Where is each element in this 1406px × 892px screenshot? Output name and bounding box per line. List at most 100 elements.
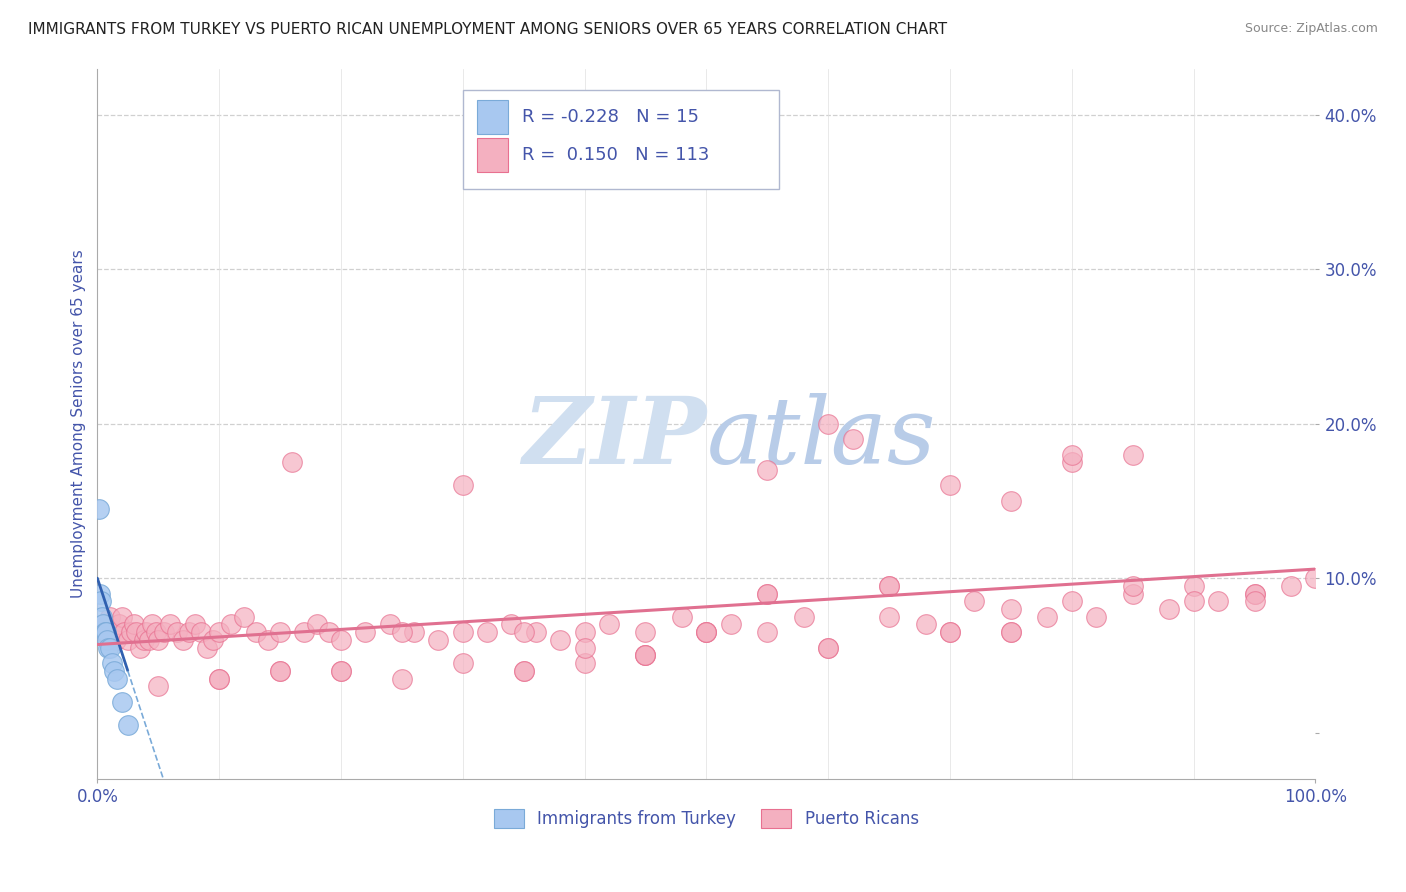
Point (330, 664, 353, 678)
Point (208, 672, 231, 686)
Point (87, 501, 110, 516)
Point (184, 617, 207, 632)
Point (141, 617, 163, 632)
Point (111, 609, 134, 624)
Point (391, 672, 413, 686)
Point (104, 632, 127, 647)
Point (1159, 602, 1181, 616)
Point (294, 625, 316, 640)
Point (120, 625, 142, 640)
Point (512, 664, 534, 678)
Point (145, 625, 167, 640)
Point (634, 648, 657, 663)
Point (793, 609, 815, 624)
Point (101, 656, 124, 670)
Point (1122, 448, 1144, 462)
Point (598, 617, 620, 632)
Point (97, 640, 120, 655)
Point (232, 609, 254, 624)
Point (634, 648, 657, 663)
Point (1060, 448, 1083, 462)
Point (221, 617, 243, 632)
Point (877, 579, 900, 593)
Point (98, 609, 121, 624)
Point (634, 625, 657, 640)
Point (93, 617, 115, 632)
Point (720, 617, 742, 632)
Point (939, 478, 962, 492)
Point (111, 695, 134, 709)
Point (125, 625, 148, 640)
Point (501, 617, 523, 632)
Point (269, 625, 291, 640)
Point (172, 632, 194, 647)
Point (756, 586, 779, 600)
Text: Source: ZipAtlas.com: Source: ZipAtlas.com (1244, 22, 1378, 36)
Point (695, 625, 717, 640)
Point (817, 640, 839, 655)
Point (877, 609, 900, 624)
Text: atlas: atlas (706, 393, 936, 483)
Point (117, 632, 139, 647)
Point (105, 672, 128, 686)
Text: ZIP: ZIP (522, 393, 706, 483)
Point (877, 579, 900, 593)
Point (1122, 586, 1144, 600)
Point (91, 609, 114, 624)
Legend: Immigrants from Turkey, Puerto Ricans: Immigrants from Turkey, Puerto Ricans (488, 802, 925, 835)
Point (305, 617, 328, 632)
FancyBboxPatch shape (478, 100, 508, 134)
Point (96, 617, 118, 632)
Point (817, 640, 839, 655)
Point (574, 625, 596, 640)
Point (1085, 609, 1108, 624)
Point (1206, 594, 1229, 608)
Point (94, 625, 117, 640)
Point (1060, 594, 1083, 608)
Point (101, 625, 124, 640)
Point (122, 617, 145, 632)
Point (695, 625, 717, 640)
Point (512, 664, 534, 678)
Point (1060, 455, 1083, 469)
Point (138, 632, 160, 647)
Point (756, 463, 779, 477)
Point (1182, 579, 1205, 593)
Point (112, 625, 135, 640)
Point (524, 625, 547, 640)
Point (939, 625, 962, 640)
FancyBboxPatch shape (478, 138, 508, 172)
Point (841, 432, 863, 446)
Point (402, 625, 425, 640)
Point (269, 664, 291, 678)
Point (1243, 594, 1265, 608)
Point (451, 625, 474, 640)
Point (574, 640, 596, 655)
Point (1243, 586, 1265, 600)
Point (135, 625, 157, 640)
Point (202, 632, 225, 647)
Point (1182, 594, 1205, 608)
Point (318, 625, 340, 640)
Point (281, 455, 304, 469)
Point (634, 648, 657, 663)
Point (132, 632, 155, 647)
Point (166, 625, 188, 640)
Point (98, 640, 121, 655)
Text: IMMIGRANTS FROM TURKEY VS PUERTO RICAN UNEMPLOYMENT AMONG SENIORS OVER 65 YEARS : IMMIGRANTS FROM TURKEY VS PUERTO RICAN U… (28, 22, 948, 37)
Point (451, 656, 474, 670)
Point (208, 672, 231, 686)
Point (475, 625, 498, 640)
Point (756, 586, 779, 600)
Point (1036, 609, 1059, 624)
Point (963, 594, 986, 608)
Point (671, 609, 693, 624)
Point (391, 625, 413, 640)
Y-axis label: Unemployment Among Seniors over 65 years: Unemployment Among Seniors over 65 years (72, 250, 86, 599)
Point (89, 586, 111, 600)
Point (330, 632, 353, 647)
Point (1279, 579, 1302, 593)
Point (96, 632, 118, 647)
Point (148, 632, 170, 647)
Point (1000, 494, 1022, 508)
